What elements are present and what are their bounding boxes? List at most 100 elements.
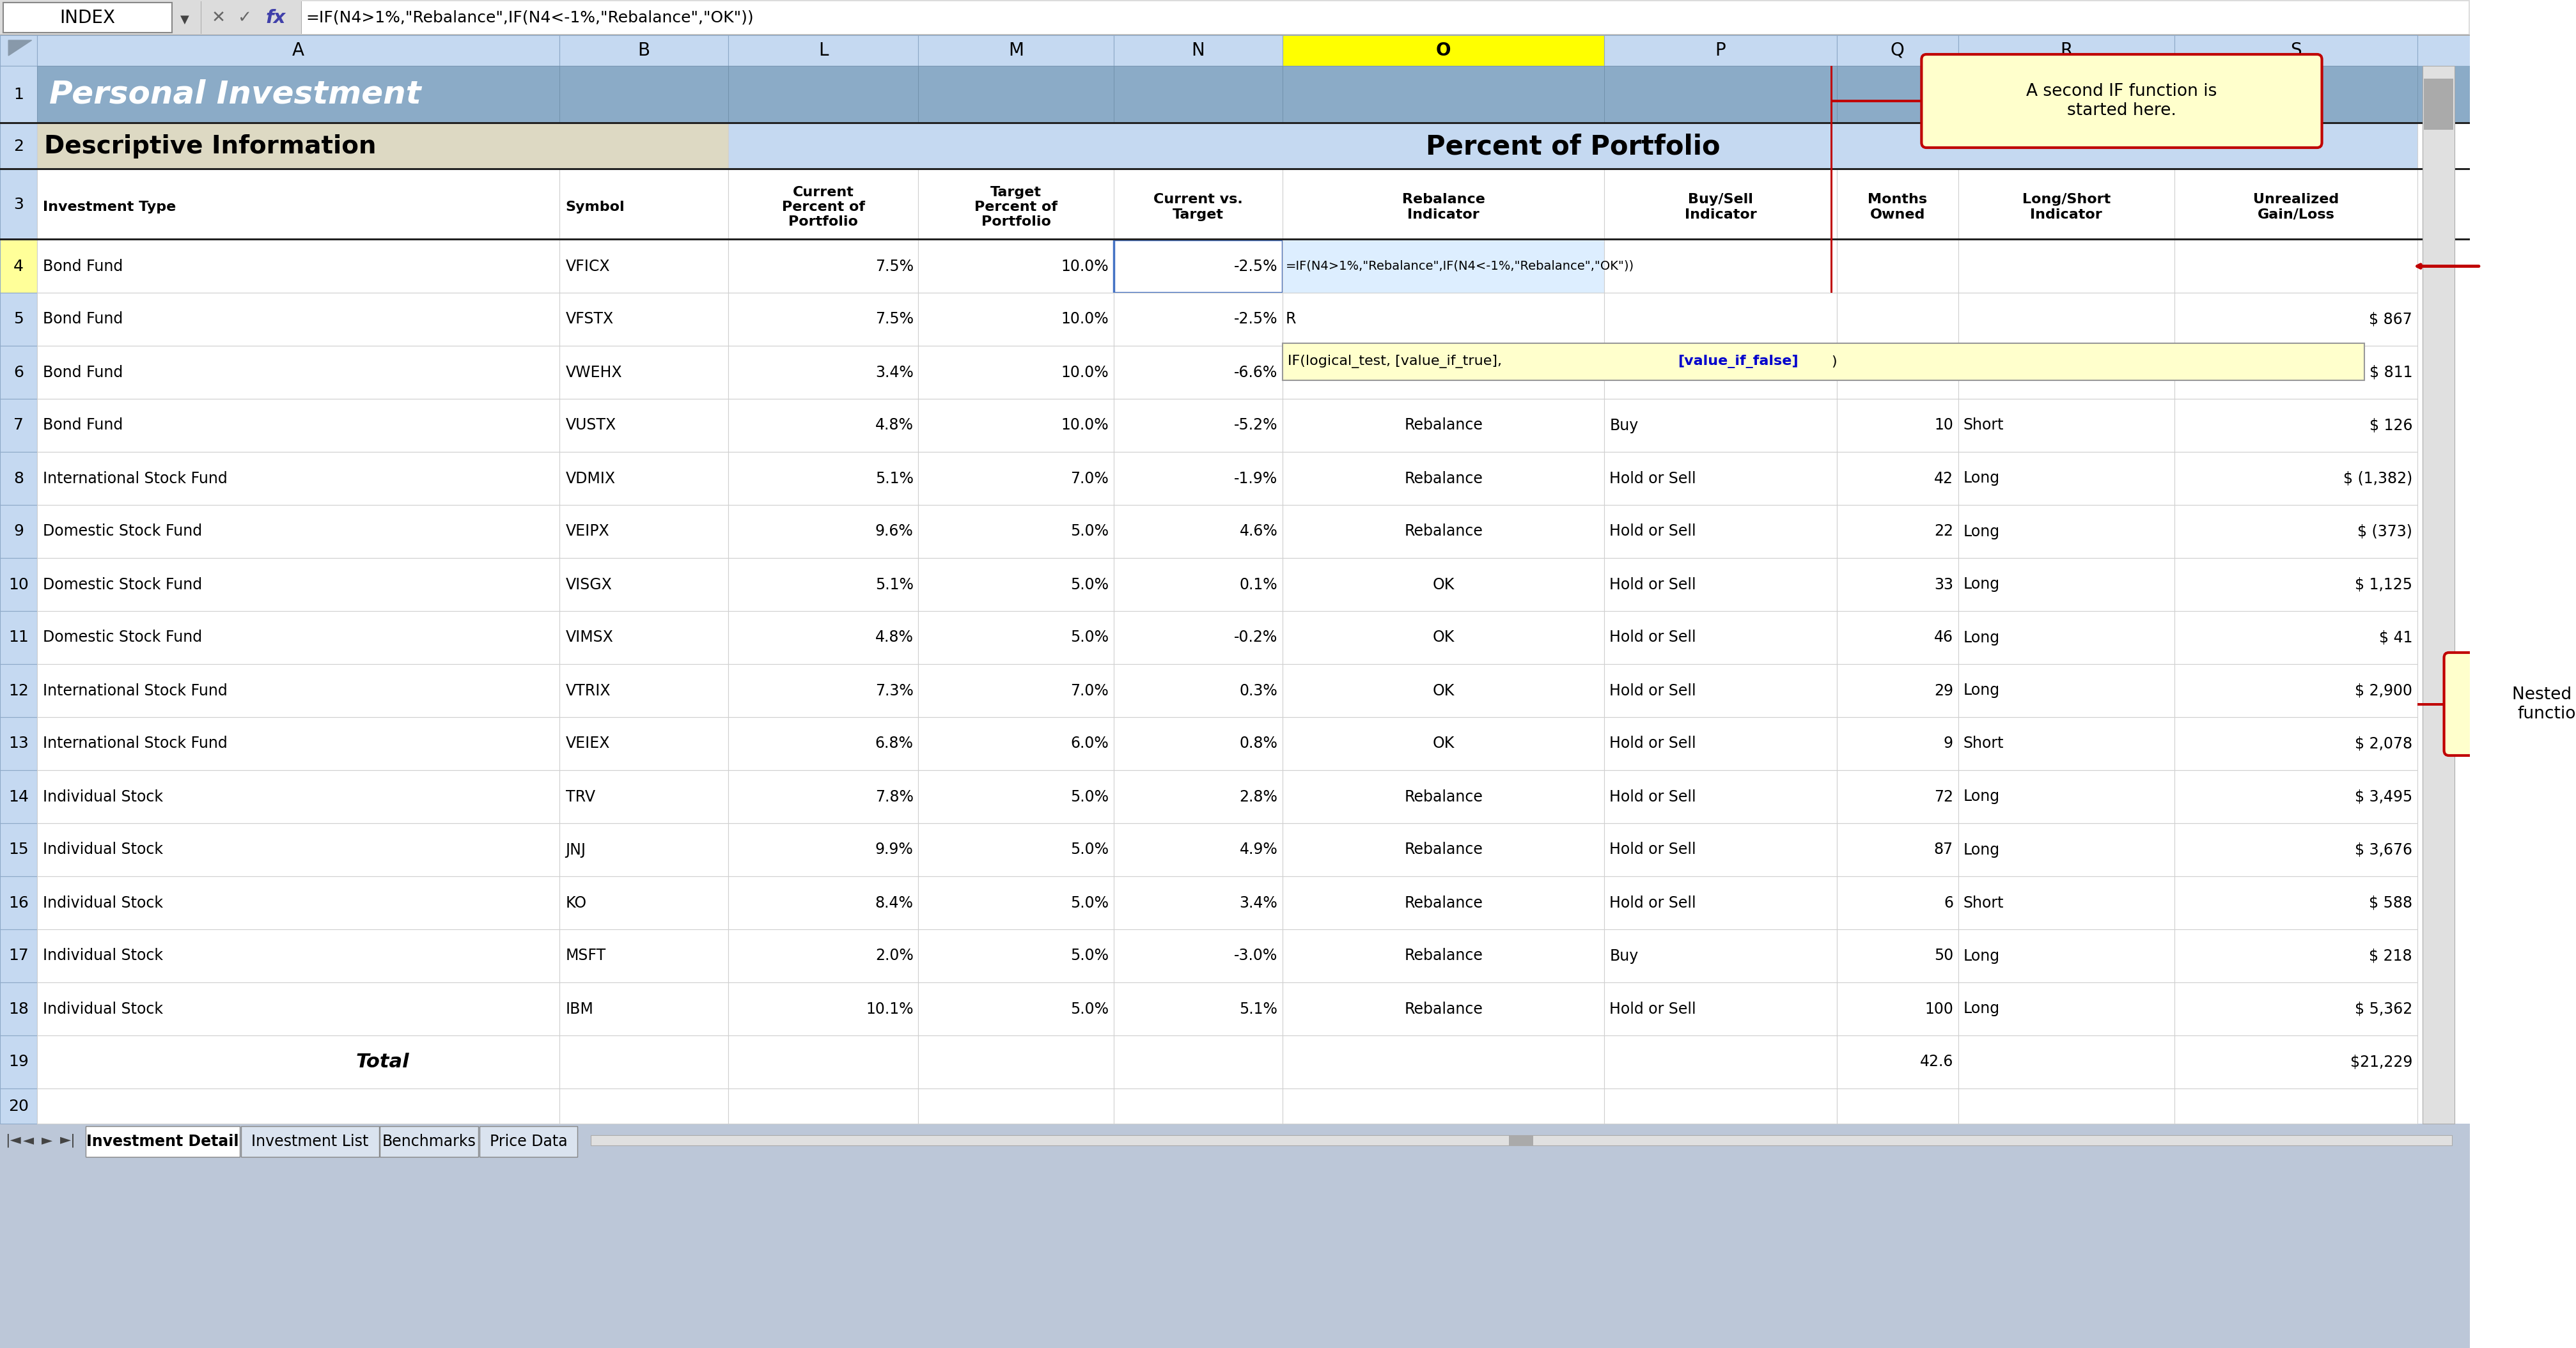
Bar [920,240,1113,293]
Text: 7: 7 [13,418,23,433]
Bar [36,665,559,717]
Bar [36,983,559,1035]
Bar [2174,824,2416,876]
Text: |◄: |◄ [5,1134,21,1147]
Bar [2174,611,2416,665]
Bar [2174,983,2416,1035]
Text: Rebalance: Rebalance [1404,1002,1484,1016]
Text: -1.9%: -1.9% [1234,470,1278,487]
Text: 9: 9 [1942,736,1953,751]
Text: -2.5%: -2.5% [1234,311,1278,328]
Text: Months
Owned: Months Owned [1868,193,1927,221]
Text: 14: 14 [8,789,28,805]
Text: 7.5%: 7.5% [876,259,914,274]
Text: 4.8%: 4.8% [876,418,914,433]
Bar [0,240,36,293]
Bar [0,123,2470,124]
Bar [1283,665,1605,717]
Bar [1837,452,1958,506]
Bar [1283,770,1605,824]
Text: Hold or Sell: Hold or Sell [1610,577,1695,592]
Bar [2174,346,2416,399]
Bar [1113,770,1283,824]
Bar [1113,876,1283,929]
Bar [479,1126,577,1157]
Text: Buy/Sell
Indicator: Buy/Sell Indicator [1685,193,1757,221]
Bar [0,170,36,240]
Text: Current vs.
Target: Current vs. Target [1154,193,1242,221]
Bar [36,66,559,124]
Text: $ 218: $ 218 [2370,948,2411,964]
Bar [1605,399,1837,452]
Bar [1832,100,1927,102]
Bar [729,717,920,770]
Bar [1958,452,2174,506]
Bar [729,558,920,611]
Text: Rebalance: Rebalance [1404,789,1484,805]
Text: 16: 16 [8,895,28,910]
Bar [1605,1088,1837,1124]
Bar [1113,1088,1283,1124]
Bar [729,611,920,665]
Text: 72: 72 [1935,789,1953,805]
Text: 5.0%: 5.0% [1072,895,1108,910]
Bar [36,399,559,452]
Bar [0,346,36,399]
Text: 48: 48 [1935,365,1953,380]
Bar [729,1035,920,1088]
Bar [381,1126,479,1157]
Text: $ 867: $ 867 [2370,311,2411,328]
Text: 13: 13 [8,736,28,751]
Bar [559,824,729,876]
Text: 6.0%: 6.0% [1072,736,1108,751]
Text: M: M [1007,42,1023,59]
Bar [0,1124,2470,1348]
Text: 5: 5 [13,311,23,328]
Bar [729,1088,920,1124]
Bar [0,770,2470,824]
Text: =IF(N4>1%,"Rebalance",IF(N4<-1%,"Rebalance","OK")): =IF(N4>1%,"Rebalance",IF(N4<-1%,"Rebalan… [307,9,755,26]
Text: Descriptive Information: Descriptive Information [44,135,376,159]
Text: 4: 4 [13,259,23,274]
Bar [729,124,2416,170]
Bar [1605,983,1837,1035]
Bar [559,170,729,240]
Text: Benchmarks: Benchmarks [381,1134,477,1150]
Bar [1113,611,1283,665]
Bar [920,35,1113,66]
Text: OK: OK [1432,630,1455,646]
Bar [729,240,920,293]
Bar [920,983,1113,1035]
Text: 7.5%: 7.5% [876,311,914,328]
Text: Unrealized
Gain/Loss: Unrealized Gain/Loss [2254,193,2339,221]
Bar [1113,824,1283,876]
Bar [36,1088,559,1124]
Bar [2174,66,2416,124]
Bar [729,665,920,717]
Bar [0,124,2470,170]
Bar [2174,1035,2416,1088]
Bar [920,611,1113,665]
Bar [1283,1035,1605,1088]
Text: 12: 12 [8,683,28,698]
Bar [2174,876,2416,929]
Text: Short: Short [1963,736,2004,751]
Bar [1113,293,1283,346]
Bar [36,452,559,506]
Text: Total: Total [355,1053,410,1072]
Text: 6.8%: 6.8% [876,736,914,751]
Bar [1958,240,2174,293]
Text: $ 2,900: $ 2,900 [2354,683,2411,698]
Bar [920,66,1113,124]
Text: INDEX: INDEX [59,8,116,27]
Bar [1113,717,1283,770]
Bar [0,66,2470,124]
Text: 8.4%: 8.4% [876,895,914,910]
Text: Symbol: Symbol [567,201,626,213]
Bar [0,452,2470,506]
Text: 0.1%: 0.1% [1239,577,1278,592]
Text: 5.1%: 5.1% [876,470,914,487]
Bar [1283,66,1605,124]
Bar [1283,452,1605,506]
Text: 17: 17 [8,948,28,964]
